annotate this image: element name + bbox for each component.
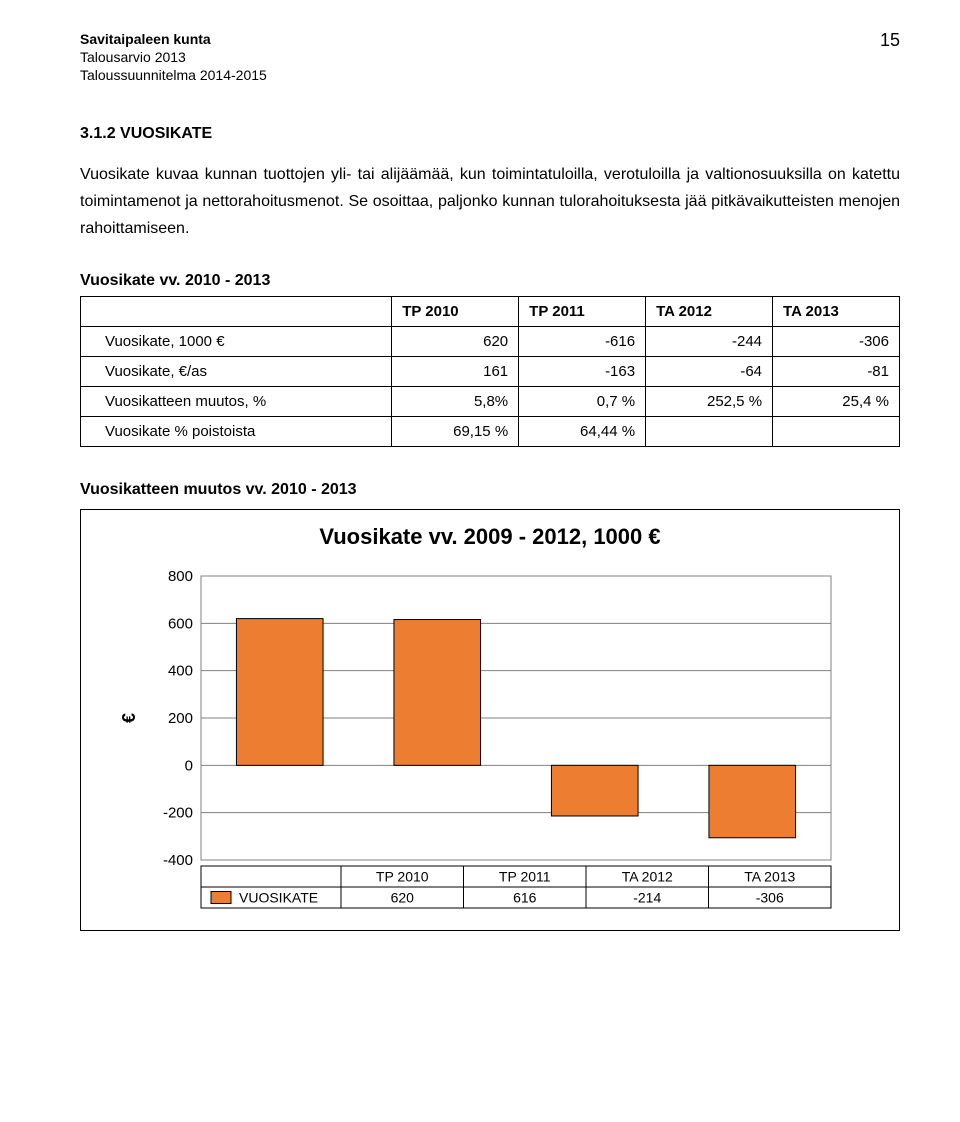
table-row: Vuosikate, 1000 € 620 -616 -244 -306 xyxy=(81,327,900,357)
svg-text:TP 2011: TP 2011 xyxy=(499,869,551,885)
svg-text:800: 800 xyxy=(168,570,193,585)
table-title: Vuosikate vv. 2010 - 2013 xyxy=(80,272,900,290)
svg-text:616: 616 xyxy=(513,890,537,906)
table-header-row: TP 2010 TP 2011 TA 2012 TA 2013 xyxy=(81,297,900,327)
svg-text:-200: -200 xyxy=(163,805,193,822)
svg-text:400: 400 xyxy=(168,663,193,680)
svg-text:TA 2012: TA 2012 xyxy=(622,869,673,885)
svg-text:0: 0 xyxy=(185,757,193,774)
cell: 252,5 % xyxy=(646,387,773,417)
cell xyxy=(773,417,900,447)
table-row: Vuosikate, €/as 161 -163 -64 -81 xyxy=(81,357,900,387)
col-tp2011: TP 2011 xyxy=(519,297,646,327)
page-header: Savitaipaleen kunta Talousarvio 2013 Tal… xyxy=(80,30,900,85)
svg-text:TA 2013: TA 2013 xyxy=(744,869,795,885)
cell: -306 xyxy=(773,327,900,357)
col-ta2013: TA 2013 xyxy=(773,297,900,327)
header-line2: Taloussuunnitelma 2014-2015 xyxy=(80,66,267,84)
svg-text:-400: -400 xyxy=(163,852,193,869)
cell: 25,4 % xyxy=(773,387,900,417)
chart-container: Vuosikate vv. 2009 - 2012, 1000 € 800 600… xyxy=(80,509,900,931)
col-blank xyxy=(81,297,392,327)
svg-text:-214: -214 xyxy=(633,890,661,906)
table-row: Vuosikatteen muutos, % 5,8% 0,7 % 252,5 … xyxy=(81,387,900,417)
header-left: Savitaipaleen kunta Talousarvio 2013 Tal… xyxy=(80,30,267,85)
cell: 161 xyxy=(392,357,519,387)
svg-text:€: € xyxy=(121,713,139,723)
cell: 64,44 % xyxy=(519,417,646,447)
cell: 5,8% xyxy=(392,387,519,417)
col-ta2012: TA 2012 xyxy=(646,297,773,327)
row-label: Vuosikate % poistoista xyxy=(81,417,392,447)
cell: 69,15 % xyxy=(392,417,519,447)
svg-text:200: 200 xyxy=(168,710,193,727)
cell: -616 xyxy=(519,327,646,357)
cell: 0,7 % xyxy=(519,387,646,417)
row-label: Vuosikate, €/as xyxy=(81,357,392,387)
section-paragraph: Vuosikate kuvaa kunnan tuottojen yli- ta… xyxy=(80,161,900,243)
cell: -163 xyxy=(519,357,646,387)
cell: -81 xyxy=(773,357,900,387)
page-number: 15 xyxy=(880,30,900,51)
svg-text:-306: -306 xyxy=(756,890,784,906)
svg-text:VUOSIKATE: VUOSIKATE xyxy=(239,890,318,906)
chart-section-title: Vuosikatteen muutos vv. 2010 - 2013 xyxy=(80,481,900,499)
col-tp2010: TP 2010 xyxy=(392,297,519,327)
vuosikate-table: TP 2010 TP 2011 TA 2012 TA 2013 Vuosikat… xyxy=(80,296,900,447)
chart-title: Vuosikate vv. 2009 - 2012, 1000 € xyxy=(121,524,859,550)
cell: -244 xyxy=(646,327,773,357)
row-label: Vuosikate, 1000 € xyxy=(81,327,392,357)
table-row: Vuosikate % poistoista 69,15 % 64,44 % xyxy=(81,417,900,447)
cell xyxy=(646,417,773,447)
cell: 620 xyxy=(392,327,519,357)
svg-text:600: 600 xyxy=(168,615,193,632)
page: Savitaipaleen kunta Talousarvio 2013 Tal… xyxy=(0,0,960,971)
svg-text:620: 620 xyxy=(391,890,415,906)
bar-chart: 800 600 400 200 0 -200 -400 € TP 2010 TP 2011 TA 2… xyxy=(121,570,841,910)
org-name: Savitaipaleen kunta xyxy=(80,30,267,48)
section-heading: 3.1.2 VUOSIKATE xyxy=(80,125,900,143)
header-line1: Talousarvio 2013 xyxy=(80,48,267,66)
svg-text:TP 2010: TP 2010 xyxy=(376,869,429,885)
row-label: Vuosikatteen muutos, % xyxy=(81,387,392,417)
cell: -64 xyxy=(646,357,773,387)
